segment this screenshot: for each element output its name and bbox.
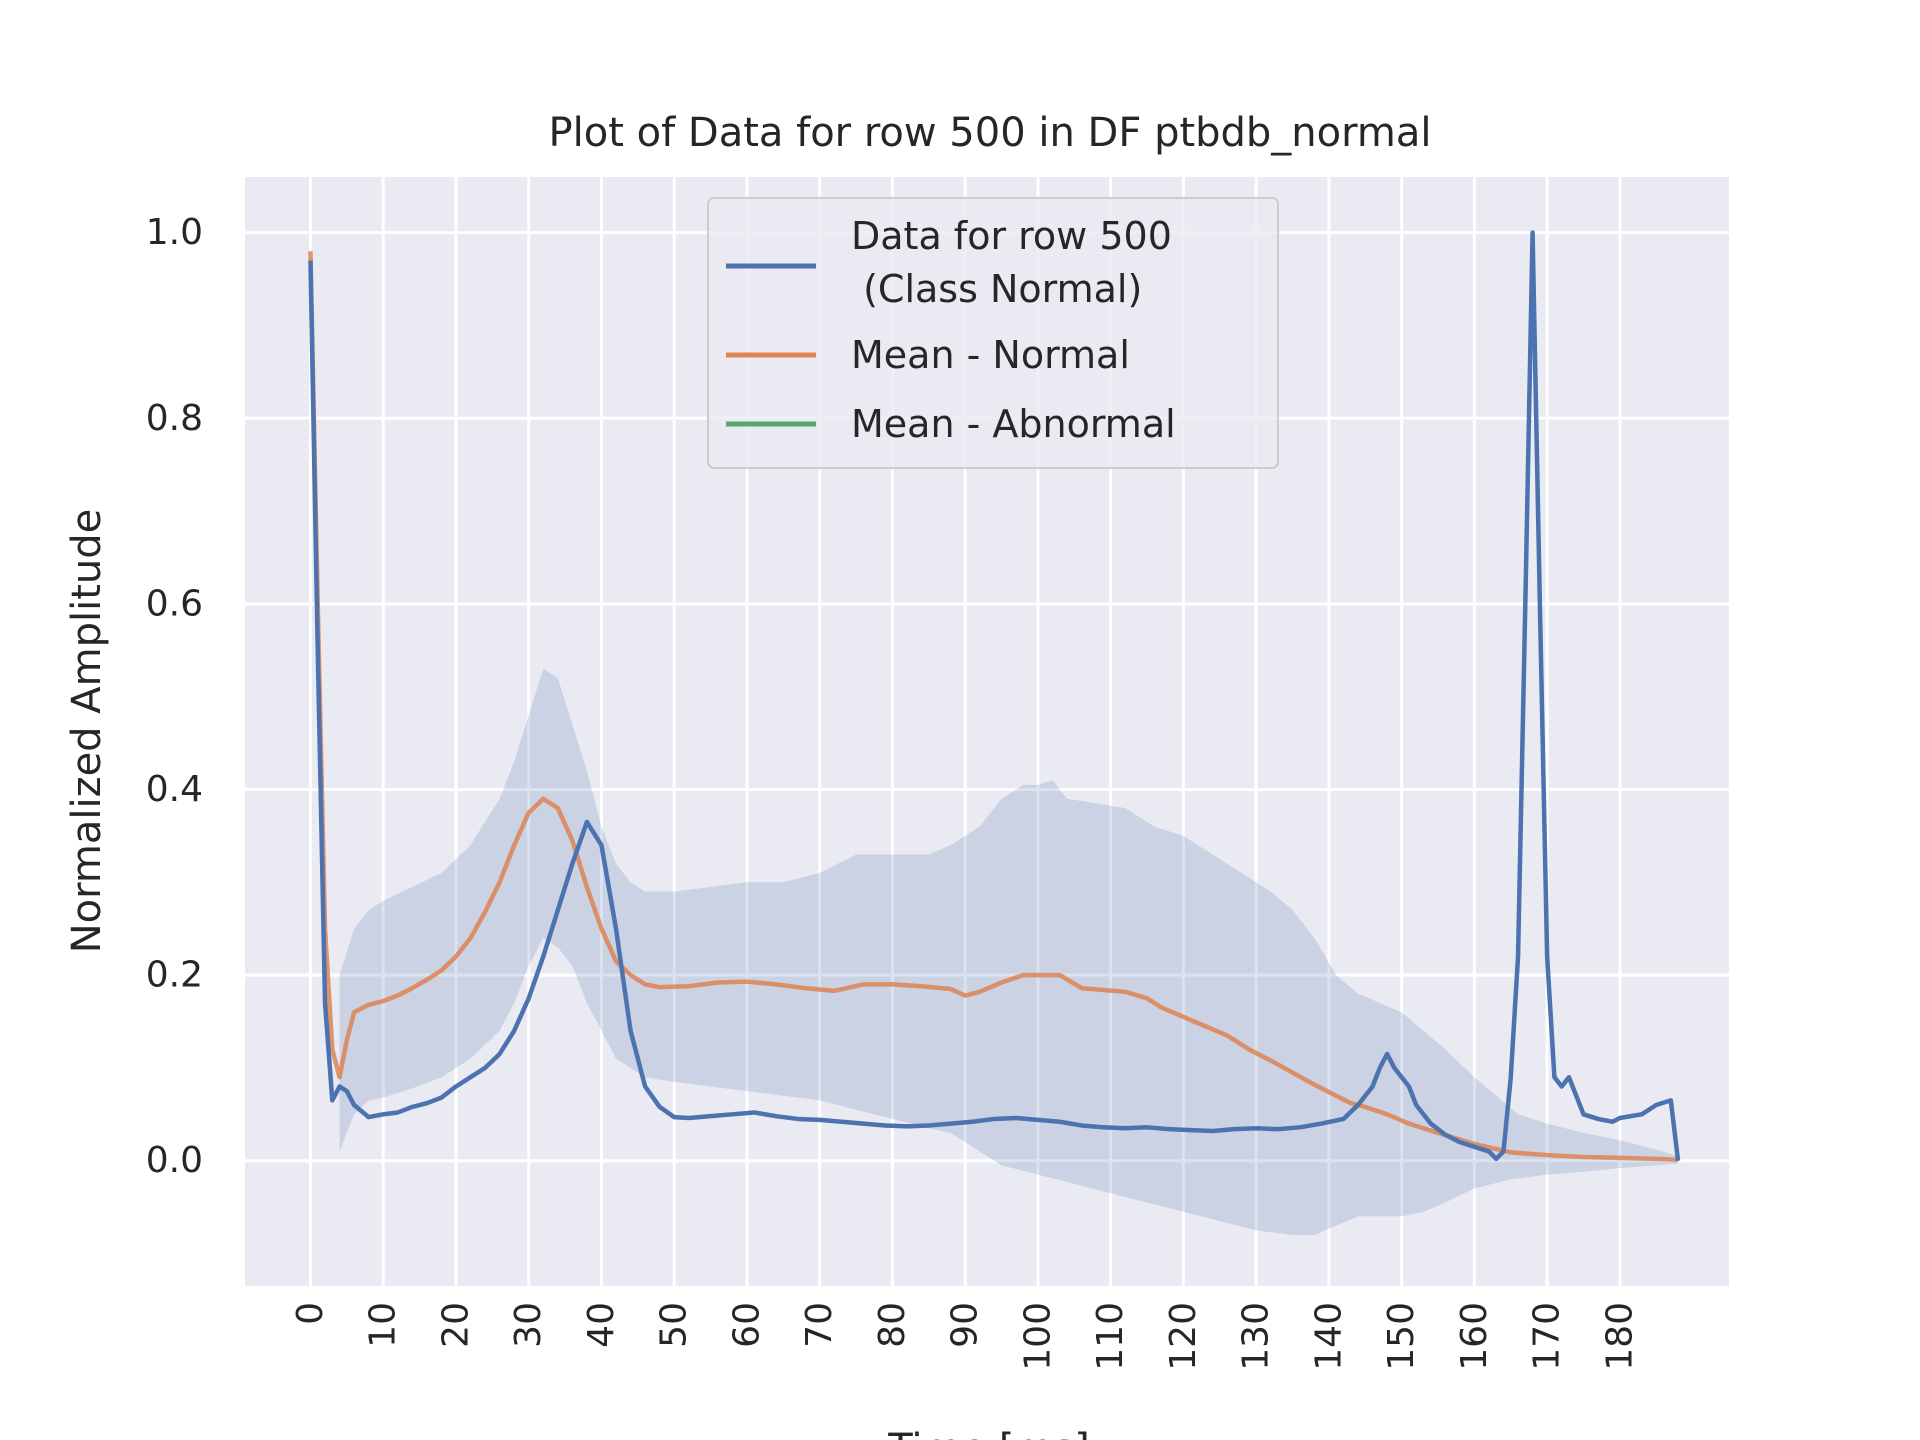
x-tick-label: 40 — [581, 1302, 622, 1348]
x-tick-label: 180 — [1599, 1302, 1640, 1371]
std-band-layer — [339, 668, 1679, 1235]
y-axis-label: Normalized Amplitude — [64, 509, 110, 954]
x-tick-label: 60 — [726, 1302, 767, 1348]
legend-label: Mean - Normal — [851, 333, 1130, 377]
x-tick-label: 140 — [1308, 1302, 1349, 1371]
y-tick-label: 0.8 — [146, 398, 203, 439]
y-tick-label: 0.4 — [146, 769, 203, 810]
x-tick-label: 70 — [799, 1302, 840, 1348]
chart-title: Plot of Data for row 500 in DF ptbdb_nor… — [549, 110, 1432, 156]
x-axis-label: Time [ms] — [887, 1426, 1090, 1440]
x-tick-label: 110 — [1090, 1302, 1131, 1371]
legend: Data for row 500 (Class Normal) Mean - No… — [707, 197, 1279, 469]
y-tick-label: 0.2 — [146, 955, 203, 996]
legend-label: (Class Normal) — [851, 267, 1142, 311]
y-tick-label: 0.6 — [146, 583, 203, 624]
y-tick-label: 1.0 — [146, 212, 203, 253]
x-tick-label: 20 — [435, 1302, 476, 1348]
series-layer — [308, 230, 1681, 1163]
x-tick-label: 90 — [945, 1302, 986, 1348]
x-tick-label: 30 — [508, 1302, 549, 1348]
series-line-row-500 — [308, 230, 1681, 1162]
legend-box — [707, 197, 1279, 469]
y-tick-labels: 0.0 0.2 0.4 0.6 0.8 1.0 — [146, 212, 203, 1181]
x-tick-label: 150 — [1381, 1302, 1422, 1371]
x-tick-label: 130 — [1236, 1302, 1277, 1371]
x-tick-label: 50 — [654, 1302, 695, 1348]
y-tick-label: 0.0 — [146, 1140, 203, 1181]
x-tick-labels: 0 10 20 30 40 50 60 70 80 90 100 110 120 130 140 150 160… — [290, 1302, 1640, 1371]
series-line-mean-normal — [308, 251, 1679, 1163]
legend-label: Mean - Abnormal — [851, 402, 1176, 446]
std-band — [339, 668, 1679, 1235]
x-tick-label: 0 — [290, 1302, 331, 1325]
x-tick-label: 80 — [872, 1302, 913, 1348]
x-tick-label: 170 — [1527, 1302, 1568, 1371]
x-tick-label: 100 — [1017, 1302, 1058, 1371]
legend-label: Data for row 500 — [851, 214, 1172, 258]
x-tick-label: 10 — [363, 1302, 404, 1348]
x-tick-label: 120 — [1163, 1302, 1204, 1371]
x-tick-label: 160 — [1454, 1302, 1495, 1371]
